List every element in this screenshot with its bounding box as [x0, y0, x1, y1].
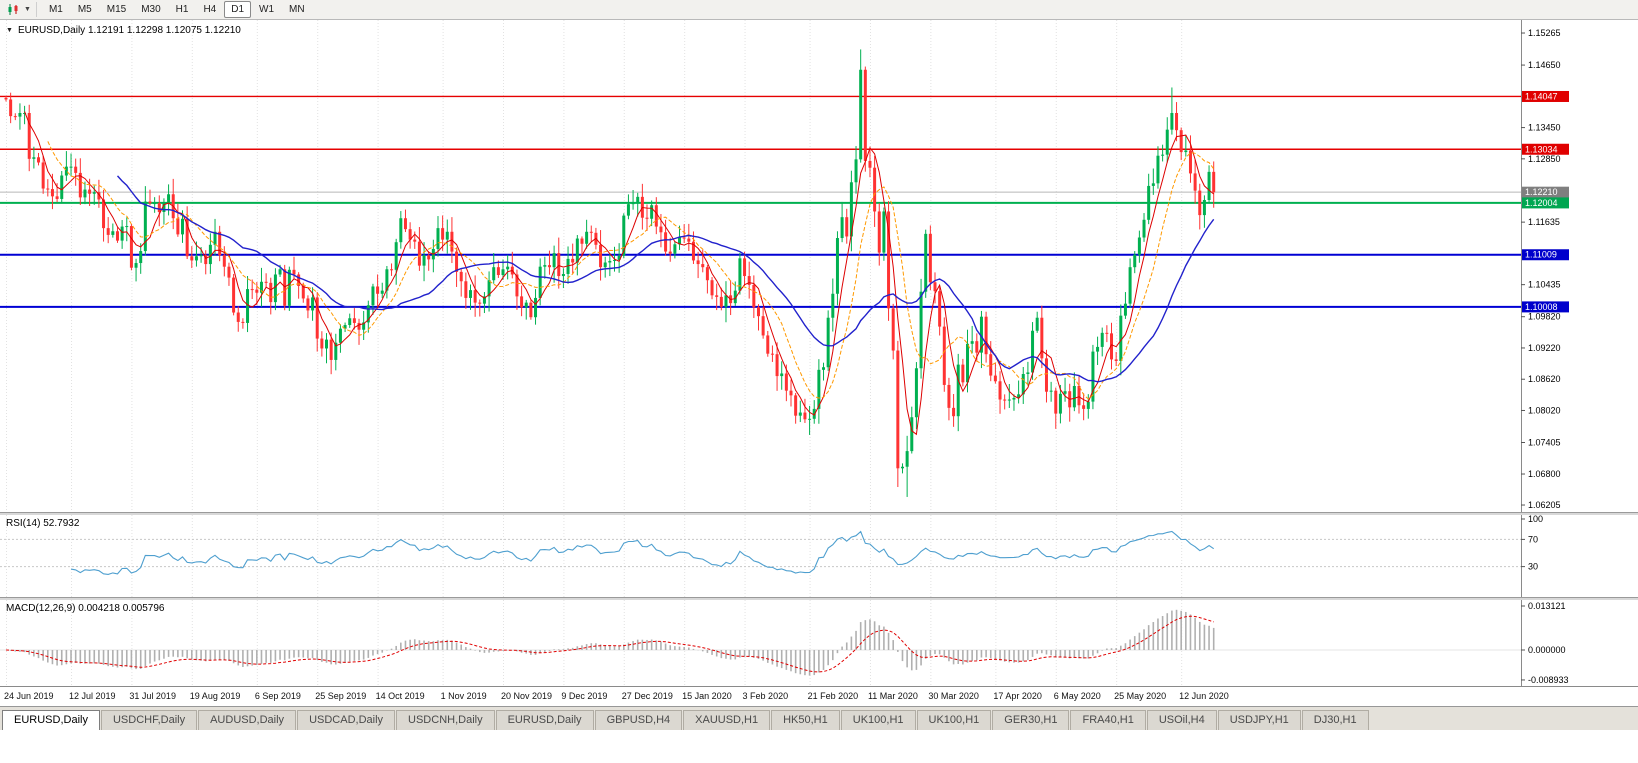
date-label: 15 Jan 2020 — [682, 691, 732, 701]
date-label: 12 Jun 2020 — [1179, 691, 1229, 701]
svg-text:1.08020: 1.08020 — [1528, 405, 1561, 415]
chart-tab-13[interactable]: USOil,H4 — [1146, 710, 1217, 730]
timeframe-m5-button[interactable]: M5 — [77, 4, 92, 15]
svg-text:1.12004: 1.12004 — [1525, 198, 1558, 208]
rsi-canvas[interactable]: 100 70 30 — [0, 515, 1638, 597]
date-label: 17 Apr 2020 — [993, 691, 1042, 701]
svg-text:-0.008933: -0.008933 — [1528, 675, 1569, 685]
svg-text:1.10435: 1.10435 — [1528, 280, 1561, 290]
date-label: 6 Sep 2019 — [254, 691, 301, 701]
date-label: 21 Feb 2020 — [807, 691, 859, 701]
main-chart-panel: 1.15265 1.14650 1.13450 1.12850 1.11635 1.104… — [0, 20, 1638, 512]
chart-tabs-bar: EURUSD,Daily USDCHF,Daily AUDUSD,Daily USDC… — [0, 706, 1638, 730]
date-label: 14 Oct 2019 — [375, 691, 425, 701]
svg-text:70: 70 — [1528, 534, 1538, 544]
svg-text:1.14650: 1.14650 — [1528, 60, 1561, 70]
date-label: 27 Dec 2019 — [621, 691, 673, 701]
svg-text:1.13450: 1.13450 — [1528, 123, 1561, 133]
chart-tab-11[interactable]: GER30,H1 — [992, 710, 1070, 730]
time-axis[interactable]: 24 Jun 2019 12 Jul 2019 31 Jul 2019 19 Aug … — [0, 686, 1638, 706]
chart-tab-8[interactable]: HK50,H1 — [771, 710, 840, 730]
svg-text:1.12850: 1.12850 — [1528, 154, 1561, 164]
chart-tab-3[interactable]: USDCAD,Daily — [297, 710, 396, 730]
candlestick-chart-icon — [8, 4, 18, 15]
date-label: 19 Aug 2019 — [189, 691, 241, 701]
date-label: 12 Jul 2019 — [69, 691, 116, 701]
date-label: 9 Dec 2019 — [561, 691, 608, 701]
chart-tab-10[interactable]: UK100,H1 — [916, 710, 992, 730]
date-label: 20 Nov 2019 — [501, 691, 553, 701]
panel-separator[interactable] — [0, 512, 1638, 515]
chart-tab-9[interactable]: UK100,H1 — [840, 710, 916, 730]
chart-tab-7[interactable]: XAUUSD,H1 — [683, 710, 771, 730]
svg-text:1.08620: 1.08620 — [1528, 374, 1561, 384]
chart-tab-6[interactable]: GBPUSD,H4 — [594, 710, 683, 730]
chart-tab-14[interactable]: USDJPY,H1 — [1217, 710, 1301, 730]
date-label: 6 May 2020 — [1053, 691, 1101, 701]
timeframe-h4-button[interactable]: H4 — [203, 4, 217, 15]
chevron-down-icon: ▼ — [24, 6, 31, 13]
timeframe-m30-button[interactable]: M30 — [141, 4, 161, 15]
timeframe-m1-button[interactable]: M1 — [48, 4, 63, 15]
date-label: 30 Mar 2020 — [928, 691, 979, 701]
svg-text:1.06800: 1.06800 — [1528, 469, 1561, 479]
timeframe-toolbar: ▼ M1 M5 M15 M30 H1 H4 D1 W1 MN — [0, 0, 1638, 20]
timeframe-mn-button[interactable]: MN — [289, 4, 305, 15]
macd-canvas[interactable]: 0.013121 0.000000 -0.008933 — [0, 600, 1638, 686]
svg-text:0.000000: 0.000000 — [1528, 645, 1566, 655]
chart-tab-0[interactable]: EURUSD,Daily — [2, 710, 100, 730]
svg-text:1.09220: 1.09220 — [1528, 343, 1561, 353]
svg-text:1.15265: 1.15265 — [1528, 28, 1561, 38]
svg-text:1.14047: 1.14047 — [1525, 91, 1558, 101]
date-label: 11 Mar 2020 — [867, 691, 918, 701]
timeframe-w1-button[interactable]: W1 — [259, 4, 275, 15]
timeframe-buttons: M1 M5 M15 M30 H1 H4 D1 W1 MN — [42, 1, 312, 18]
svg-text:1.11635: 1.11635 — [1528, 217, 1560, 227]
chart-tab-1[interactable]: USDCHF,Daily — [100, 710, 198, 730]
macd-panel: 0.013121 0.000000 -0.008933 MACD(12,26,9) … — [0, 600, 1638, 686]
svg-text:1.13034: 1.13034 — [1525, 144, 1558, 154]
rsi-panel: 100 70 30 RSI(14) 52.7932 — [0, 515, 1638, 597]
svg-text:1.10008: 1.10008 — [1525, 302, 1558, 312]
chart-type-dropdown[interactable]: ▼ — [4, 2, 37, 17]
date-label: 3 Feb 2020 — [742, 691, 789, 701]
svg-text:1.09820: 1.09820 — [1528, 312, 1561, 322]
date-label: 1 Nov 2019 — [440, 691, 487, 701]
timeframe-d1-button[interactable]: D1 — [224, 1, 252, 18]
chart-tab-4[interactable]: USDCNH,Daily — [396, 710, 495, 730]
timeframe-m15-button[interactable]: M15 — [106, 4, 127, 15]
date-label: 25 May 2020 — [1114, 691, 1167, 701]
svg-text:1.07405: 1.07405 — [1528, 438, 1561, 448]
panel-separator[interactable] — [0, 597, 1638, 600]
svg-text:100: 100 — [1528, 515, 1543, 524]
svg-text:30: 30 — [1528, 562, 1538, 572]
date-label: 31 Jul 2019 — [129, 691, 176, 701]
date-label: 25 Sep 2019 — [315, 691, 367, 701]
timeframe-h1-button[interactable]: H1 — [175, 4, 189, 15]
chart-tab-5[interactable]: EURUSD,Daily — [495, 710, 594, 730]
chart-tab-15[interactable]: DJ30,H1 — [1301, 710, 1369, 730]
chart-tab-2[interactable]: AUDUSD,Daily — [198, 710, 297, 730]
svg-text:1.12210: 1.12210 — [1525, 187, 1558, 197]
svg-text:1.06205: 1.06205 — [1528, 500, 1561, 510]
svg-text:0.013121: 0.013121 — [1528, 601, 1566, 611]
bottom-strip — [0, 730, 1638, 763]
price-chart-canvas[interactable]: 1.15265 1.14650 1.13450 1.12850 1.11635 1.104… — [0, 20, 1638, 512]
svg-text:1.11009: 1.11009 — [1525, 250, 1557, 260]
date-label: 24 Jun 2019 — [4, 691, 54, 701]
chart-tab-12[interactable]: FRA40,H1 — [1070, 710, 1146, 730]
